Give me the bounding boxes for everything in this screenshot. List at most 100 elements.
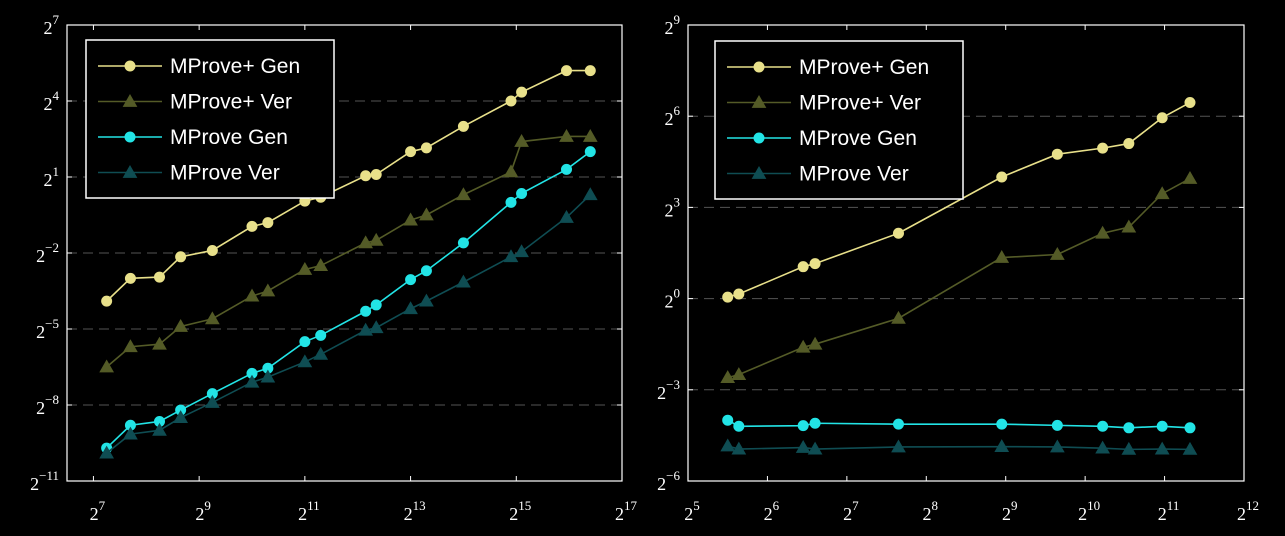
series-mprove-ver (720, 438, 1198, 455)
data-point (559, 128, 574, 142)
legend-label: MProve+ Ver (799, 92, 921, 115)
legend-swatch-marker (124, 131, 136, 143)
data-point (720, 370, 736, 384)
legend-label: MProve Ver (799, 163, 909, 186)
y-tick-base: 2 (44, 170, 53, 190)
y-tick-label: 24 (44, 88, 60, 114)
legend-swatch-marker (124, 60, 136, 72)
data-point (1097, 142, 1109, 154)
y-tick-exponent: −2 (45, 240, 59, 255)
x-tick-base: 2 (90, 504, 99, 524)
x-tick-label: 27 (843, 498, 859, 524)
y-tick-exponent: −6 (666, 468, 680, 483)
y-tick-exponent: 3 (674, 194, 681, 209)
data-point (297, 261, 313, 275)
y-tick-exponent: 7 (53, 12, 60, 27)
data-point (405, 146, 417, 158)
y-tick-base: 2 (665, 200, 674, 220)
x-tick-exponent: 17 (624, 498, 638, 513)
data-point (733, 420, 745, 432)
series-line (727, 177, 1191, 379)
y-tick-label: 27 (44, 12, 60, 38)
data-point (584, 146, 596, 158)
y-tick-exponent: −11 (39, 468, 59, 483)
data-point (1156, 112, 1168, 124)
data-point (795, 339, 811, 353)
data-point (503, 249, 519, 263)
data-point (244, 374, 260, 388)
x-tick-exponent: 9 (1011, 498, 1018, 513)
data-point (313, 346, 329, 360)
data-point (99, 359, 115, 373)
x-tick-base: 2 (1002, 504, 1011, 524)
data-point (173, 410, 189, 424)
x-tick-label: 27 (90, 498, 106, 524)
data-point (505, 196, 517, 208)
x-tick-exponent: 13 (413, 498, 426, 513)
legend-label: MProve+ Ver (170, 91, 292, 114)
x-tick-base: 2 (298, 504, 307, 524)
legend-swatch-marker (122, 164, 138, 178)
x-tick-label: 29 (1002, 498, 1018, 524)
series-mprove-ver (99, 187, 598, 459)
data-point (368, 232, 384, 246)
data-point (514, 134, 529, 147)
y-tick-exponent: 1 (53, 164, 60, 179)
legend-label: MProve+ Gen (170, 55, 300, 78)
data-point (516, 86, 528, 98)
series-mprove-gen (722, 97, 1196, 303)
legend-label: MProve Gen (799, 127, 917, 150)
legend: MProve+ Gen MProve+ Ver MProve Gen MProve V… (714, 40, 964, 200)
x-tick-base: 2 (764, 504, 773, 524)
y-tick-exponent: −8 (45, 392, 59, 407)
x-tick-exponent: 15 (518, 498, 531, 513)
data-point (204, 311, 220, 325)
y-tick-base: 2 (36, 322, 45, 342)
data-point (313, 258, 329, 272)
x-tick-label: 211 (1158, 498, 1180, 524)
data-point (299, 336, 311, 348)
x-tick-exponent: 10 (1087, 498, 1100, 513)
x-tick-label: 217 (615, 498, 638, 524)
y-tick-base: 2 (665, 18, 674, 38)
data-point (505, 95, 517, 107)
x-tick-label: 213 (404, 498, 426, 524)
data-point (457, 120, 469, 132)
legend-swatch-marker (753, 132, 765, 144)
data-point (722, 291, 734, 303)
y-tick-label: 2−5 (36, 316, 59, 342)
data-point (152, 422, 167, 436)
y-tick-label: 23 (665, 194, 681, 220)
data-point (892, 227, 904, 239)
y-tick-base: 2 (657, 383, 666, 403)
data-point (996, 418, 1008, 430)
data-point (260, 283, 276, 297)
data-point (262, 217, 274, 229)
series-line (727, 445, 1190, 451)
data-point (358, 322, 374, 336)
data-point (419, 207, 434, 221)
x-tick-exponent: 12 (1246, 498, 1259, 513)
data-point (891, 439, 906, 453)
data-point (514, 244, 529, 258)
data-point (206, 244, 218, 256)
series-mprove-ver (99, 128, 598, 373)
x-tick-exponent: 11 (1167, 498, 1180, 513)
x-tick-base: 2 (923, 504, 932, 524)
y-tick-label: 2−3 (657, 377, 680, 403)
data-point (260, 369, 276, 383)
y-tick-label: 21 (44, 164, 60, 190)
data-point (1123, 422, 1135, 434)
data-point (1049, 247, 1065, 260)
data-point (807, 441, 823, 455)
data-point (1121, 219, 1137, 233)
y-tick-base: 2 (665, 292, 674, 312)
data-point (456, 274, 471, 288)
data-point (561, 65, 572, 77)
legend-swatch-marker (751, 165, 767, 179)
series-mprove-gen (722, 414, 1196, 434)
data-point (994, 250, 1010, 263)
data-point (1051, 148, 1063, 160)
